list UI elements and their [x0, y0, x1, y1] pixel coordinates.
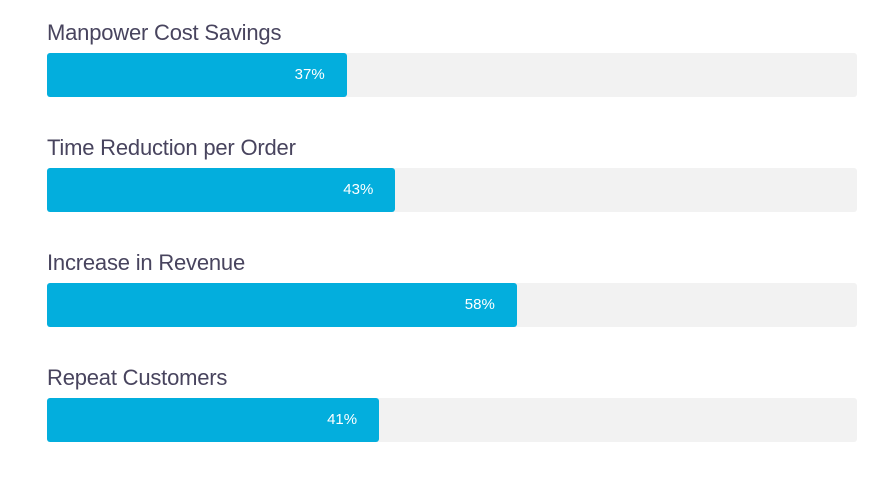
progress-track: 41%: [47, 398, 857, 442]
progress-percent: 58%: [464, 296, 495, 313]
progress-track: 58%: [47, 283, 857, 327]
progress-item-time-reduction-per-order: Time Reduction per Order 43%: [47, 133, 857, 212]
progress-percent: 43%: [343, 181, 374, 198]
progress-fill: 58%: [47, 283, 517, 327]
progress-percent: 37%: [294, 66, 325, 83]
progress-label: Manpower Cost Savings: [47, 20, 282, 45]
progress-fill: 37%: [47, 53, 347, 97]
progress-label: Increase in Revenue: [47, 250, 245, 275]
progress-label: Repeat Customers: [47, 365, 228, 390]
progress-percent: 41%: [327, 411, 358, 428]
progress-track: 43%: [47, 168, 857, 212]
progress-item-repeat-customers: Repeat Customers 41%: [47, 363, 857, 442]
progress-fill: 41%: [47, 398, 380, 442]
progress-label: Time Reduction per Order: [47, 135, 296, 160]
progress-item-increase-in-revenue: Increase in Revenue 58%: [47, 248, 857, 327]
progress-track: 37%: [47, 53, 857, 97]
progress-item-manpower-cost-savings: Manpower Cost Savings 37%: [47, 18, 857, 97]
progress-fill: 43%: [47, 168, 396, 212]
